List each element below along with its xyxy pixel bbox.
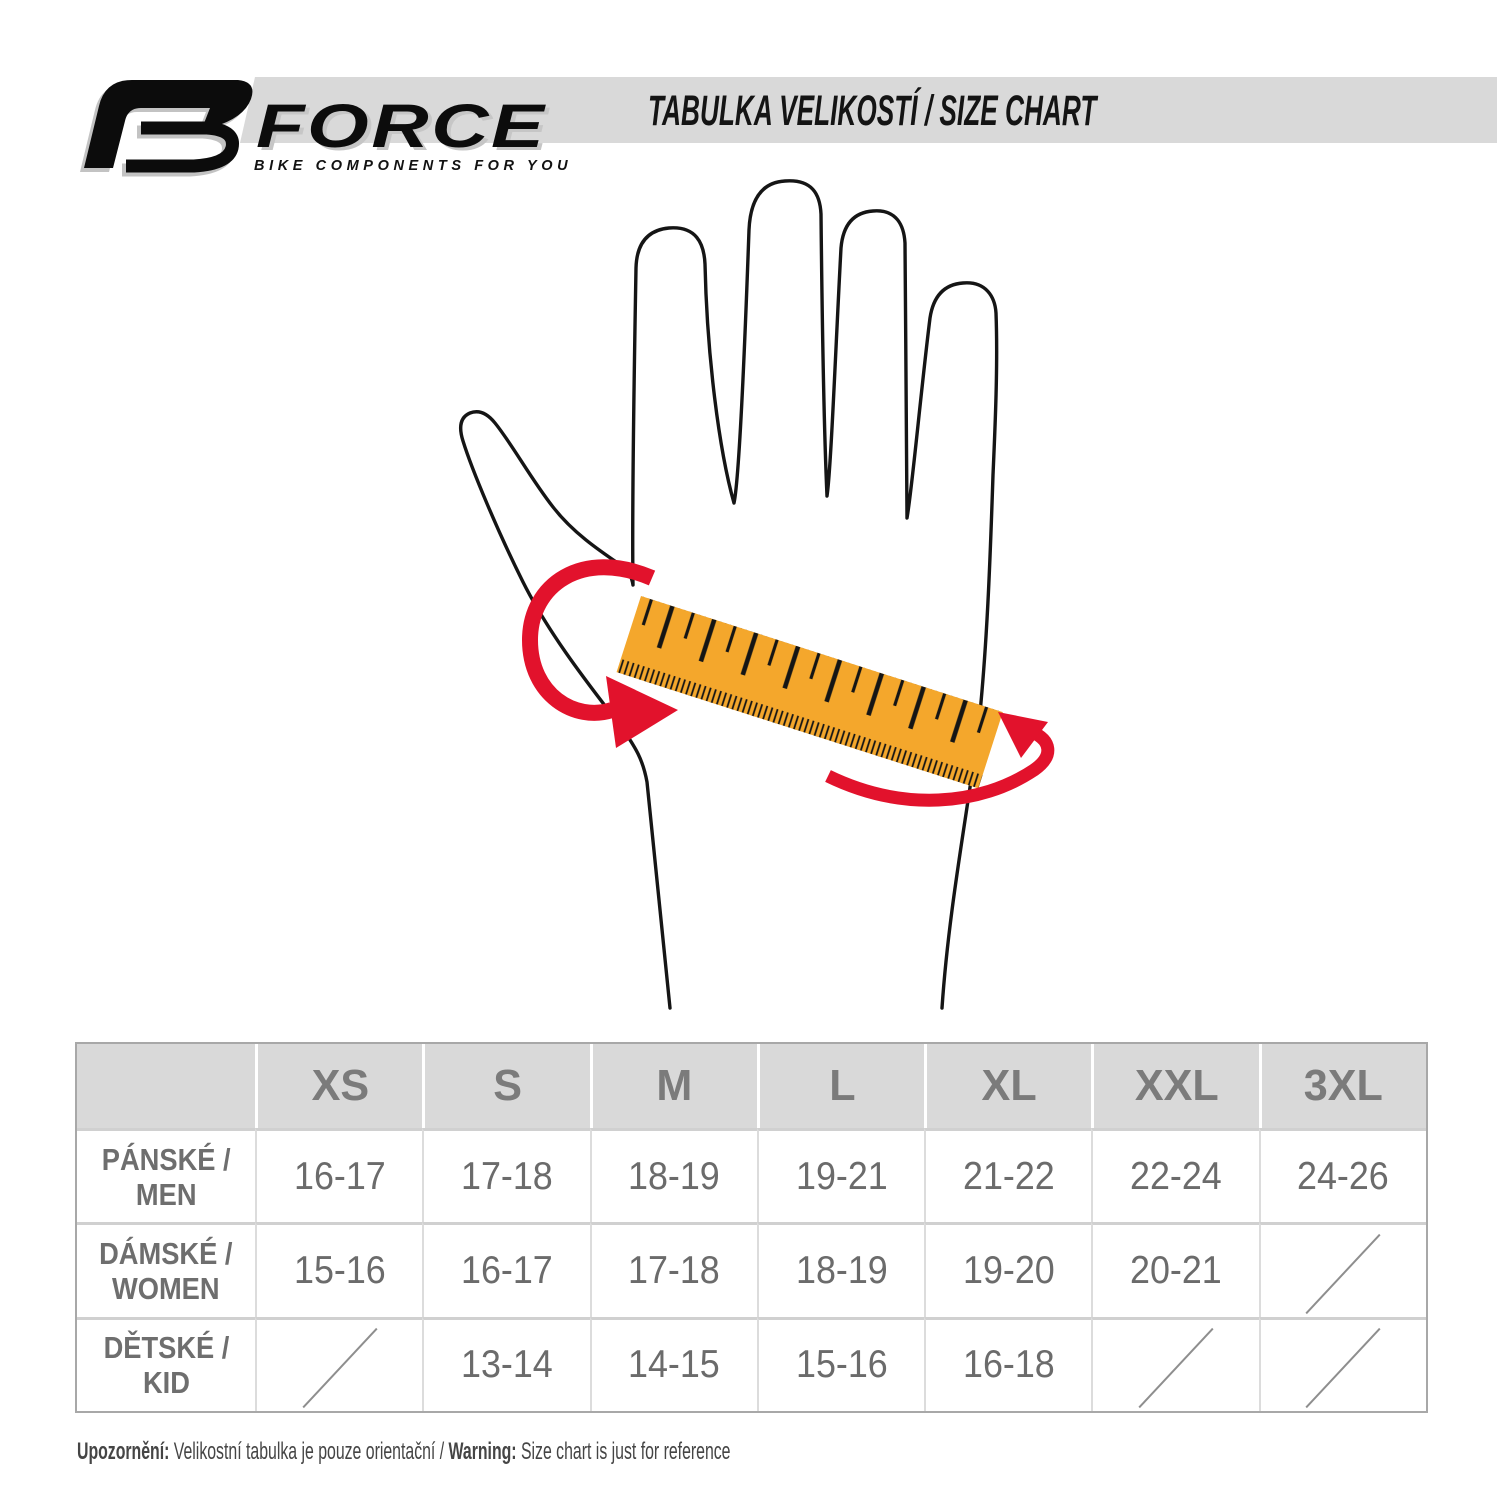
size-column-header: M — [589, 1044, 757, 1128]
size-cell: 19-21 — [756, 1128, 925, 1223]
table-row-men: PÁNSKÉ / MEN 16-17 17-18 18-19 19-21 21-2… — [77, 1128, 1426, 1223]
size-cell: 16-18 — [924, 1316, 1092, 1411]
page-title: TABULKA VELIKOSTÍ / SIZE CHART — [648, 87, 1097, 135]
column-label: L — [828, 1061, 856, 1110]
table-header-row: XS S M L XL XXL 3XL — [77, 1044, 1426, 1128]
size-table: XS S M L XL XXL 3XL PÁNSKÉ / MEN 16-17 17… — [75, 1042, 1428, 1413]
size-cell: 21-22 — [924, 1128, 1092, 1223]
wrap-around-arrows-icon — [521, 559, 1055, 807]
note-label-cs: Upozornění: — [77, 1438, 170, 1465]
column-label: XS — [311, 1061, 369, 1110]
row-label: DĚTSKÉ / KID — [103, 1330, 229, 1401]
size-column-header: L — [756, 1044, 925, 1128]
row-label-cell: PÁNSKÉ / MEN — [77, 1128, 256, 1223]
size-column-header: 3XL — [1258, 1044, 1426, 1128]
size-column-header: XXL — [1091, 1044, 1259, 1128]
no-size-slash — [1305, 1328, 1381, 1409]
size-cell: 17-18 — [589, 1222, 757, 1317]
size-cell: 16-17 — [422, 1222, 590, 1317]
size-cell — [1258, 1222, 1426, 1317]
size-cell: 19-20 — [924, 1222, 1092, 1317]
note-label-en: Warning: — [448, 1438, 517, 1465]
corner-cell — [77, 1044, 256, 1128]
no-size-slash — [1305, 1233, 1381, 1315]
size-cell: 17-18 — [422, 1128, 590, 1223]
arrowhead-left — [606, 676, 678, 748]
column-label: XL — [981, 1061, 1037, 1110]
row-label: PÁNSKÉ / MEN — [101, 1141, 231, 1212]
brand-wordmark: FORCE — [256, 92, 547, 160]
size-column-header: XS — [255, 1044, 423, 1128]
brand-tagline: BIKE COMPONENTS FOR YOU — [254, 158, 573, 174]
size-cell: 15-16 — [255, 1222, 423, 1317]
no-size-slash — [302, 1328, 378, 1409]
column-label: S — [493, 1061, 522, 1110]
size-cell — [1258, 1316, 1426, 1411]
size-cell: 22-24 — [1091, 1128, 1259, 1223]
hand-outline-icon — [459, 179, 999, 1010]
size-cell: 24-26 — [1258, 1128, 1426, 1223]
force-logo-emblem-icon — [80, 80, 253, 177]
column-label: XXL — [1134, 1061, 1219, 1110]
size-column-header: S — [422, 1044, 590, 1128]
size-cell: 13-14 — [422, 1316, 590, 1411]
arrowhead-right — [998, 712, 1048, 758]
row-label: DÁMSKÉ / WOMEN — [99, 1235, 233, 1306]
size-cell: 18-19 — [589, 1128, 757, 1223]
row-label-cell: DĚTSKÉ / KID — [77, 1316, 256, 1411]
column-label: M — [656, 1061, 693, 1110]
table-row-women: DÁMSKÉ / WOMEN 15-16 16-17 17-18 18-19 19… — [77, 1222, 1426, 1317]
size-cell: 16-17 — [255, 1128, 423, 1223]
header-band — [240, 77, 1497, 143]
table-row-kid: DĚTSKÉ / KID 13-14 14-15 15-16 16-18 — [77, 1316, 1426, 1411]
measuring-ruler-icon — [616, 596, 1003, 789]
size-cell — [255, 1316, 423, 1411]
row-label-cell: DÁMSKÉ / WOMEN — [77, 1222, 256, 1317]
reference-note: Upozornění: Velikostní tabulka je pouze … — [77, 1438, 731, 1465]
size-cell: 18-19 — [756, 1222, 925, 1317]
size-cell: 15-16 — [756, 1316, 925, 1411]
size-column-header: XL — [924, 1044, 1092, 1128]
size-cell: 14-15 — [589, 1316, 757, 1411]
size-cell — [1091, 1316, 1259, 1411]
size-cell: 20-21 — [1091, 1222, 1259, 1317]
column-label: 3XL — [1304, 1061, 1384, 1110]
no-size-slash — [1138, 1328, 1214, 1409]
